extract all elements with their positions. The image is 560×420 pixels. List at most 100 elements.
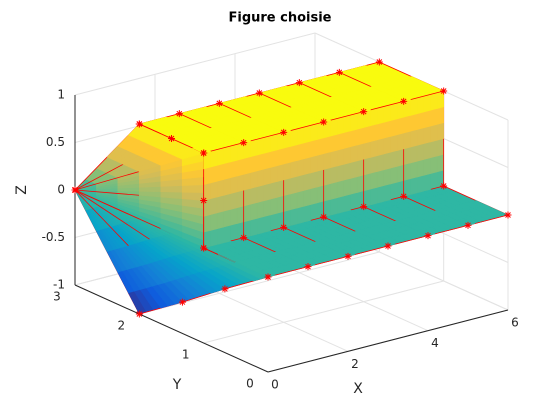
surface-patch: [210, 196, 218, 215]
surface-patch: [210, 165, 218, 184]
surface-patch: [376, 121, 384, 141]
surface-patch: [250, 202, 258, 221]
surface-patch: [290, 128, 298, 147]
surface-patch: [276, 195, 284, 214]
surface-patch: [263, 151, 271, 170]
surface-patch: [290, 176, 298, 195]
surface-patch: [250, 186, 258, 205]
grid-line: [203, 280, 444, 344]
surface-patch: [376, 106, 384, 125]
surface-patch: [330, 181, 338, 200]
surface-patch: [236, 142, 244, 161]
marker: [221, 285, 229, 293]
marker: [440, 182, 448, 190]
surface-patch: [296, 142, 304, 161]
surface-patch: [356, 111, 364, 130]
surface-patch: [276, 163, 284, 182]
surface-patch: [296, 174, 304, 193]
surface-patch: [390, 134, 398, 153]
surface-patch: [316, 153, 324, 172]
surface-patch: [303, 172, 311, 191]
surface-patch: [336, 132, 344, 151]
surface-patch: [416, 95, 424, 115]
surface-patch: [350, 128, 358, 148]
marker: [200, 149, 208, 157]
z-tick-label: 0.5: [46, 135, 65, 149]
surface-patch: [330, 134, 338, 153]
surface-patch: [343, 114, 351, 134]
surface-patch: [303, 204, 311, 223]
marker: [178, 298, 186, 306]
surface-patch: [223, 161, 231, 180]
surface-patch: [436, 90, 444, 109]
surface-patch: [343, 178, 351, 197]
surface-patch: [243, 203, 251, 223]
marker: [440, 87, 448, 95]
z-tick-label: 1: [57, 88, 65, 102]
surface-patch: [263, 135, 271, 154]
surface-patch: [363, 172, 371, 192]
surface-patch: [423, 109, 431, 129]
surface-patch: [256, 216, 264, 235]
x-axis-label: X: [353, 381, 363, 397]
surface-patch: [303, 156, 311, 176]
marker: [320, 118, 328, 126]
surface-patch: [410, 97, 418, 116]
x-tick-label: 0: [271, 378, 279, 392]
surface-patch: [430, 92, 438, 111]
surface-patch: [210, 180, 218, 200]
surface-patch: [416, 159, 424, 178]
surface-patch: [316, 137, 324, 156]
surface-patch: [283, 177, 291, 197]
surface-patch: [370, 107, 378, 127]
surface-patch: [363, 125, 371, 144]
surface-patch: [436, 106, 444, 125]
surface-patch: [283, 193, 291, 212]
surface-patch: [216, 226, 224, 245]
surface-patch: [203, 230, 211, 249]
surface-patch: [356, 142, 364, 162]
surface-patch: [436, 153, 444, 173]
surface-patch: [310, 186, 318, 205]
surface-patch: [383, 183, 391, 202]
surface-patch: [216, 194, 224, 214]
surface-patch: [243, 219, 251, 239]
marker: [168, 135, 175, 142]
marker: [335, 68, 343, 76]
surface-patch: [416, 174, 424, 194]
surface-patch: [410, 129, 418, 148]
surface-patch: [181, 184, 204, 193]
surface-patch: [310, 202, 318, 221]
surface-patch: [356, 158, 364, 178]
surface-patch: [270, 212, 278, 232]
y-tick-label: 0: [246, 377, 254, 391]
surface-patch: [316, 121, 324, 140]
surface-patch: [203, 214, 211, 233]
surface-patch: [330, 165, 338, 184]
surface-patch: [410, 176, 418, 195]
surface-patch: [410, 145, 418, 164]
surface-patch: [250, 138, 258, 158]
surface-patch: [270, 181, 278, 200]
surface-patch: [230, 207, 238, 226]
surface-patch: [243, 172, 251, 191]
surface-patch: [396, 148, 404, 167]
z-axis-label: Z: [14, 185, 30, 195]
marker: [344, 252, 352, 260]
surface-patch: [250, 218, 258, 237]
surface-patch: [390, 102, 398, 121]
surface-patch: [290, 207, 298, 226]
surface-patch: [216, 147, 224, 166]
surface-patch: [370, 123, 378, 142]
surface-patch: [296, 126, 304, 146]
z-tick-label: 0: [57, 183, 65, 197]
surface-patch: [290, 191, 298, 211]
grid-line: [139, 251, 380, 315]
surface-patch: [403, 146, 411, 166]
surface-patch: [430, 108, 438, 127]
surface-patch: [336, 116, 344, 135]
surface-patch: [203, 182, 211, 201]
surface-patch: [223, 193, 231, 212]
surface-patch: [330, 197, 338, 216]
surface-patch: [330, 118, 338, 137]
